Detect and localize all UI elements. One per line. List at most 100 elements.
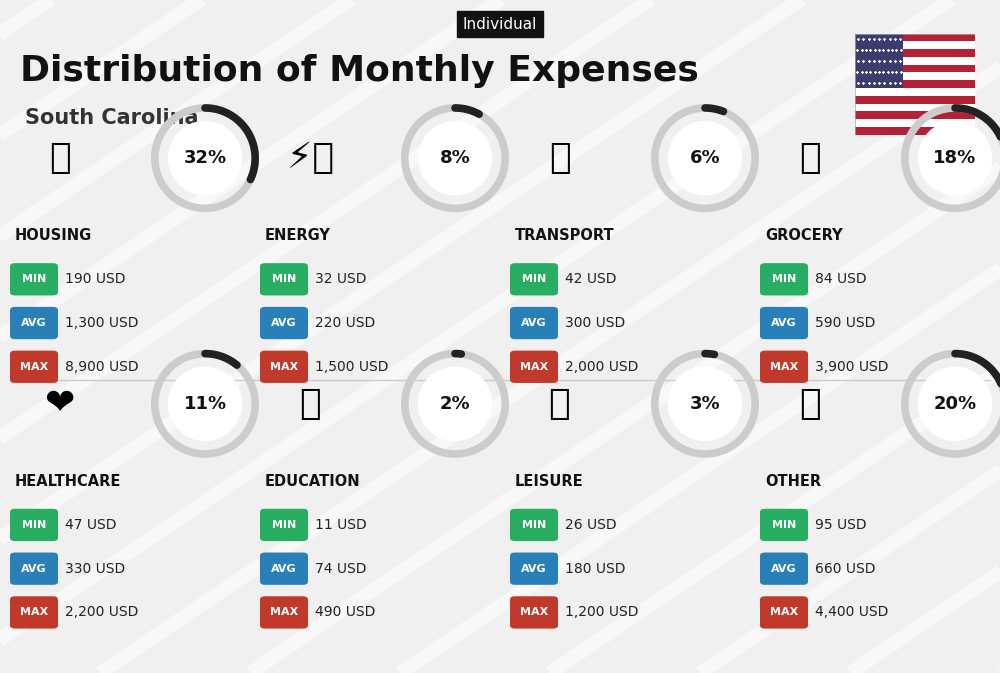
FancyBboxPatch shape — [855, 34, 975, 42]
Text: MAX: MAX — [520, 362, 548, 371]
Text: 🛒: 🛒 — [799, 141, 821, 175]
Text: 11 USD: 11 USD — [315, 518, 367, 532]
Text: 180 USD: 180 USD — [565, 562, 626, 575]
Text: MAX: MAX — [270, 362, 298, 371]
Text: MAX: MAX — [20, 362, 48, 371]
Text: 1,300 USD: 1,300 USD — [65, 316, 138, 330]
FancyBboxPatch shape — [855, 88, 975, 96]
Text: Distribution of Monthly Expenses: Distribution of Monthly Expenses — [20, 54, 699, 87]
Text: 2,000 USD: 2,000 USD — [565, 360, 638, 374]
Text: AVG: AVG — [21, 564, 47, 573]
FancyBboxPatch shape — [855, 119, 975, 127]
Text: MAX: MAX — [770, 608, 798, 617]
Text: 330 USD: 330 USD — [65, 562, 125, 575]
Text: AVG: AVG — [771, 318, 797, 328]
Text: OTHER: OTHER — [765, 474, 821, 489]
FancyBboxPatch shape — [855, 73, 975, 80]
Text: MAX: MAX — [770, 362, 798, 371]
Circle shape — [418, 122, 492, 194]
Text: 2,200 USD: 2,200 USD — [65, 606, 138, 619]
FancyBboxPatch shape — [260, 263, 308, 295]
Text: MIN: MIN — [522, 275, 546, 284]
FancyBboxPatch shape — [260, 553, 308, 585]
FancyBboxPatch shape — [855, 34, 903, 88]
FancyBboxPatch shape — [855, 49, 975, 57]
Text: 3%: 3% — [690, 395, 720, 413]
FancyBboxPatch shape — [855, 57, 975, 65]
Text: ⚡🏠: ⚡🏠 — [287, 141, 334, 175]
Text: 8%: 8% — [440, 149, 470, 167]
Text: 660 USD: 660 USD — [815, 562, 876, 575]
Text: 1,200 USD: 1,200 USD — [565, 606, 639, 619]
Text: 32 USD: 32 USD — [315, 273, 366, 286]
Text: 6%: 6% — [690, 149, 720, 167]
Text: MIN: MIN — [772, 275, 796, 284]
Circle shape — [418, 367, 492, 440]
Text: 300 USD: 300 USD — [565, 316, 625, 330]
Text: MIN: MIN — [272, 520, 296, 530]
Text: 220 USD: 220 USD — [315, 316, 375, 330]
Text: TRANSPORT: TRANSPORT — [515, 228, 615, 243]
Text: 🏢: 🏢 — [49, 141, 71, 175]
FancyBboxPatch shape — [510, 307, 558, 339]
FancyBboxPatch shape — [855, 65, 975, 73]
Text: AVG: AVG — [771, 564, 797, 573]
Circle shape — [168, 367, 242, 440]
FancyBboxPatch shape — [760, 351, 808, 383]
FancyBboxPatch shape — [760, 553, 808, 585]
FancyBboxPatch shape — [855, 104, 975, 111]
Text: 74 USD: 74 USD — [315, 562, 366, 575]
Text: 590 USD: 590 USD — [815, 316, 875, 330]
FancyBboxPatch shape — [855, 80, 975, 88]
FancyBboxPatch shape — [10, 307, 58, 339]
Text: 🎓: 🎓 — [299, 387, 321, 421]
Text: ENERGY: ENERGY — [265, 228, 331, 243]
Text: ❤️: ❤️ — [45, 387, 75, 421]
Text: 95 USD: 95 USD — [815, 518, 867, 532]
Text: MIN: MIN — [772, 520, 796, 530]
Text: 490 USD: 490 USD — [315, 606, 375, 619]
FancyBboxPatch shape — [855, 127, 975, 135]
Text: 🛍️: 🛍️ — [549, 387, 571, 421]
FancyBboxPatch shape — [855, 42, 975, 49]
Text: 2%: 2% — [440, 395, 470, 413]
Text: MIN: MIN — [522, 520, 546, 530]
Text: EDUCATION: EDUCATION — [265, 474, 361, 489]
Text: LEISURE: LEISURE — [515, 474, 584, 489]
Text: MAX: MAX — [270, 608, 298, 617]
Text: MIN: MIN — [22, 520, 46, 530]
Circle shape — [918, 367, 992, 440]
FancyBboxPatch shape — [10, 263, 58, 295]
FancyBboxPatch shape — [260, 596, 308, 629]
FancyBboxPatch shape — [510, 263, 558, 295]
Text: MAX: MAX — [20, 608, 48, 617]
FancyBboxPatch shape — [10, 553, 58, 585]
Text: AVG: AVG — [521, 318, 547, 328]
Text: 3,900 USD: 3,900 USD — [815, 360, 889, 374]
Text: GROCERY: GROCERY — [765, 228, 843, 243]
Text: AVG: AVG — [271, 564, 297, 573]
Text: South Carolina: South Carolina — [25, 108, 198, 128]
FancyBboxPatch shape — [260, 307, 308, 339]
FancyBboxPatch shape — [260, 351, 308, 383]
Text: Individual: Individual — [463, 17, 537, 32]
Text: MIN: MIN — [22, 275, 46, 284]
Text: 4,400 USD: 4,400 USD — [815, 606, 888, 619]
Text: 8,900 USD: 8,900 USD — [65, 360, 139, 374]
FancyBboxPatch shape — [10, 596, 58, 629]
Circle shape — [668, 367, 742, 440]
FancyBboxPatch shape — [510, 596, 558, 629]
Text: 🚌: 🚌 — [549, 141, 571, 175]
Text: AVG: AVG — [521, 564, 547, 573]
FancyBboxPatch shape — [760, 307, 808, 339]
Text: 84 USD: 84 USD — [815, 273, 867, 286]
Text: MIN: MIN — [272, 275, 296, 284]
FancyBboxPatch shape — [855, 111, 975, 119]
FancyBboxPatch shape — [760, 596, 808, 629]
FancyBboxPatch shape — [260, 509, 308, 541]
FancyBboxPatch shape — [510, 351, 558, 383]
Circle shape — [168, 122, 242, 194]
Text: HEALTHCARE: HEALTHCARE — [15, 474, 121, 489]
FancyBboxPatch shape — [760, 509, 808, 541]
Text: 190 USD: 190 USD — [65, 273, 126, 286]
